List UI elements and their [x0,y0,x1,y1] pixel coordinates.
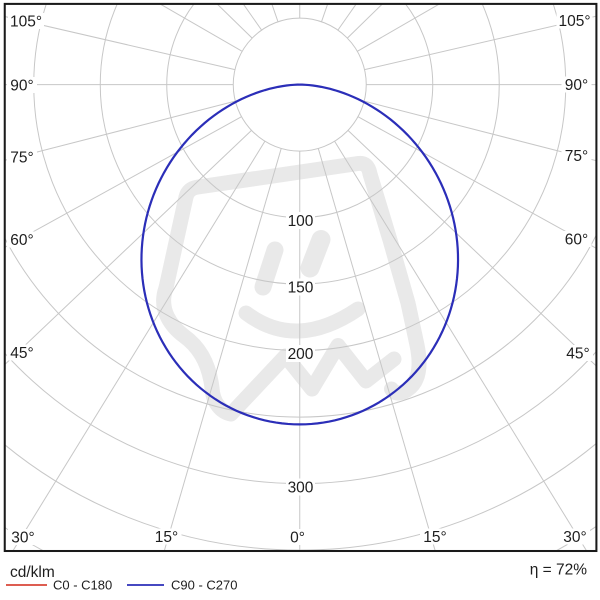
svg-text:75°: 75° [565,148,588,165]
svg-text:cd/klm: cd/klm [10,564,55,581]
svg-text:15°: 15° [155,529,178,546]
svg-text:300: 300 [288,479,314,496]
svg-text:30°: 30° [11,529,34,546]
svg-text:0°: 0° [290,529,305,546]
svg-text:150: 150 [288,279,314,296]
svg-text:60°: 60° [10,232,33,249]
svg-text:90°: 90° [10,77,33,94]
svg-text:η = 72%: η = 72% [530,562,588,579]
svg-text:45°: 45° [566,345,589,362]
svg-text:45°: 45° [10,345,33,362]
svg-text:105°: 105° [10,13,42,30]
svg-text:60°: 60° [565,231,588,248]
svg-text:75°: 75° [10,149,33,166]
svg-text:30°: 30° [563,529,586,546]
svg-text:105°: 105° [558,13,590,30]
svg-text:C90 - C270: C90 - C270 [171,578,237,593]
svg-text:100: 100 [288,213,314,230]
svg-text:15°: 15° [423,529,446,546]
svg-text:90°: 90° [565,77,588,94]
svg-text:200: 200 [288,346,314,363]
svg-text:C0 - C180: C0 - C180 [53,578,112,593]
